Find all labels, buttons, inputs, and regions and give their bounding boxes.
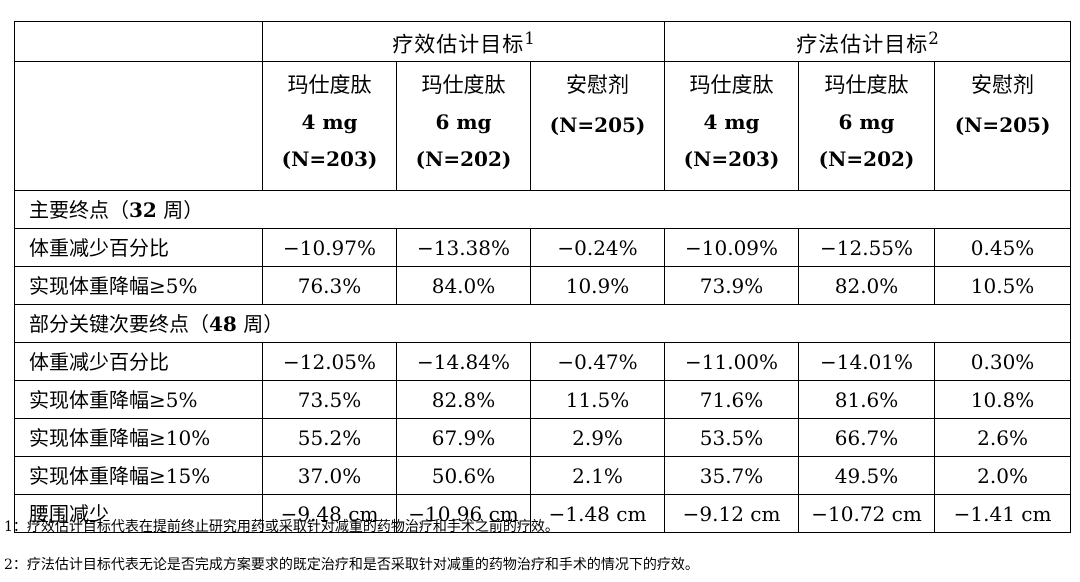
- table-cell: 53.5%: [664, 418, 800, 457]
- table-cell: −10.96 cm: [396, 494, 531, 533]
- corner-cell: [14, 61, 263, 191]
- table-row: 实现体重降幅≥15% 37.0% 50.6% 2.1% 35.7% 49.5% 2.0%: [14, 456, 1072, 495]
- row-label: 实现体重降幅≥5%: [14, 380, 263, 419]
- footnote-ref: 1: [524, 28, 535, 48]
- section-header-secondary: 部分关键次要终点（48 周）: [13, 304, 1072, 343]
- column-header: 玛仕度肽 6 mg (N=202): [798, 61, 936, 191]
- table-cell: −13.38%: [396, 228, 531, 267]
- footnote-ref: 2: [928, 28, 939, 48]
- table-cell: 76.3%: [262, 266, 397, 305]
- column-header: 玛仕度肽 6 mg (N=202): [396, 61, 531, 191]
- table-cell: 73.9%: [664, 266, 800, 305]
- section-title: 部分关键次要终点（48 周）: [13, 304, 1072, 343]
- table-cell: 82.0%: [798, 266, 936, 305]
- table-cell: −0.24%: [529, 228, 666, 267]
- table-cell: 2.6%: [934, 418, 1072, 457]
- row-label: 腰围减少: [14, 494, 263, 533]
- table-cell: 84.0%: [396, 266, 531, 305]
- table-row: 体重减少百分比 −12.05% −14.84% −0.47% −11.00% −14.01…: [14, 342, 1072, 381]
- column-header: 安慰剂 (N=205): [934, 61, 1072, 191]
- row-label: 体重减少百分比: [14, 228, 263, 267]
- row-label: 实现体重降幅≥5%: [14, 266, 263, 305]
- table-cell: −12.55%: [798, 228, 936, 267]
- footnote-1: 1：疗效估计目标代表在提前终止研究用药或采取针对减重的药物治疗和手术之前的疗效。: [4, 519, 559, 535]
- table-cell: 35.7%: [664, 456, 800, 495]
- table-row: 实现体重降幅≥5% 73.5% 82.8% 11.5% 71.6% 81.6% 10.8%: [14, 380, 1072, 419]
- row-label: 实现体重降幅≥15%: [14, 456, 263, 495]
- column-header: 安慰剂 (N=205): [529, 61, 666, 191]
- table-cell: −10.72 cm: [798, 494, 936, 533]
- table-row: 腰围减少 −9.48 cm −10.96 cm −1.48 cm −9.12 cm −10…: [14, 494, 1072, 533]
- table-row: 实现体重降幅≥10% 55.2% 67.9% 2.9% 53.5% 66.7% 2.6%: [14, 418, 1072, 457]
- table-cell: 81.6%: [798, 380, 936, 419]
- group-header-treatment: 疗法估计目标2: [664, 21, 1072, 62]
- group-header-row: 疗效估计目标1 疗法估计目标2: [14, 21, 1072, 62]
- table-cell: 10.9%: [529, 266, 666, 305]
- table-cell: −12.05%: [262, 342, 397, 381]
- group-header-efficacy: 疗效估计目标1: [261, 21, 666, 62]
- table-cell: −9.12 cm: [664, 494, 800, 533]
- column-header: 玛仕度肽 4 mg (N=203): [262, 61, 397, 191]
- table-cell: −0.47%: [529, 342, 666, 381]
- table-cell: −10.97%: [262, 228, 397, 267]
- table-cell: −11.00%: [664, 342, 800, 381]
- table-cell: 55.2%: [262, 418, 397, 457]
- table-cell: 2.0%: [934, 456, 1072, 495]
- table-row: 实现体重降幅≥5% 76.3% 84.0% 10.9% 73.9% 82.0% 10.5%: [14, 266, 1072, 305]
- table-row: 体重减少百分比 −10.97% −13.38% −0.24% −10.09% −12.55…: [14, 228, 1072, 267]
- table-cell: 50.6%: [396, 456, 531, 495]
- table-cell: −14.84%: [396, 342, 531, 381]
- row-label: 实现体重降幅≥10%: [14, 418, 263, 457]
- row-label: 体重减少百分比: [14, 342, 263, 381]
- table-cell: −1.48 cm: [529, 494, 666, 533]
- footnote-2: 2：疗法估计目标代表无论是否完成方案要求的既定治疗和是否采取针对减重的药物治疗和…: [4, 557, 699, 573]
- table-cell: 11.5%: [529, 380, 666, 419]
- section-title: 主要终点（32 周）: [13, 190, 1072, 229]
- table-cell: 71.6%: [664, 380, 800, 419]
- table-cell: 10.5%: [934, 266, 1072, 305]
- column-header: 玛仕度肽 4 mg (N=203): [664, 61, 800, 191]
- table-cell: 0.45%: [934, 228, 1072, 267]
- table-cell: −14.01%: [798, 342, 936, 381]
- table-cell: −10.09%: [664, 228, 800, 267]
- results-table: 疗效估计目标1 疗法估计目标2 玛仕度肽 4 mg (N=203) 玛仕度肽 6 mg…: [13, 21, 1072, 533]
- table-cell: 67.9%: [396, 418, 531, 457]
- table-cell: 73.5%: [262, 380, 397, 419]
- table-cell: −9.48 cm: [262, 494, 397, 533]
- table-cell: 2.9%: [529, 418, 666, 457]
- table-cell: 66.7%: [798, 418, 936, 457]
- table-cell: −1.41 cm: [934, 494, 1072, 533]
- section-header-primary: 主要终点（32 周）: [13, 190, 1072, 229]
- column-header-row: 玛仕度肽 4 mg (N=203) 玛仕度肽 6 mg (N=202) 安慰剂 (N=20…: [14, 61, 1072, 191]
- table-cell: 49.5%: [798, 456, 936, 495]
- table-cell: 0.30%: [934, 342, 1072, 381]
- table-cell: 2.1%: [529, 456, 666, 495]
- corner-cell: [14, 21, 263, 62]
- table-cell: 10.8%: [934, 380, 1072, 419]
- table-cell: 37.0%: [262, 456, 397, 495]
- table-cell: 82.8%: [396, 380, 531, 419]
